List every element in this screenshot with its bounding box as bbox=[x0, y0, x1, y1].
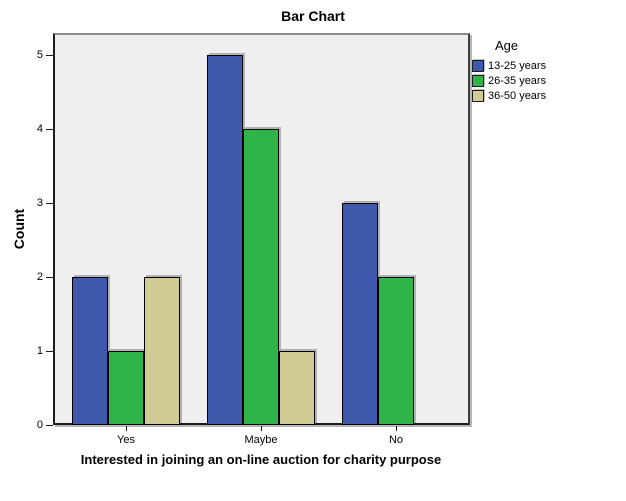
x-tick-label-yes: Yes bbox=[117, 434, 135, 446]
legend-title: Age bbox=[495, 38, 519, 53]
legend: Age 13-25 years 26-35 years 36-50 years bbox=[472, 38, 546, 105]
legend-swatch-icon bbox=[472, 75, 484, 87]
y-tick bbox=[46, 203, 53, 204]
legend-label: 36-50 years bbox=[488, 90, 547, 102]
legend-entries: 13-25 years 26-35 years 36-50 years bbox=[472, 60, 546, 102]
x-tick bbox=[261, 426, 262, 431]
y-tick-label: 1 bbox=[36, 345, 43, 357]
legend-label: 13-25 years bbox=[488, 60, 547, 72]
y-tick-label: 4 bbox=[36, 123, 43, 135]
x-axis-title: Interested in joining an on-line auction… bbox=[80, 452, 442, 467]
legend-swatch-icon bbox=[472, 90, 484, 102]
legend-entry-36-50-years: 36-50 years bbox=[472, 90, 546, 102]
x-tick bbox=[396, 426, 397, 431]
x-tick bbox=[126, 426, 127, 431]
bar-no-26-35-years bbox=[378, 277, 414, 425]
bar-no-13-25-years bbox=[342, 203, 378, 425]
y-tick-label: 5 bbox=[36, 49, 43, 61]
x-tick-label-maybe: Maybe bbox=[244, 434, 278, 446]
y-tick bbox=[46, 425, 53, 426]
y-tick bbox=[46, 351, 53, 352]
legend-swatch-icon bbox=[472, 60, 484, 72]
legend-label: 26-35 years bbox=[488, 75, 547, 87]
y-tick-label: 2 bbox=[36, 271, 43, 283]
bar-maybe-13-25-years bbox=[207, 55, 243, 425]
bar-yes-26-35-years bbox=[108, 351, 144, 425]
x-tick-label-no: No bbox=[388, 434, 404, 446]
bar-yes-13-25-years bbox=[72, 277, 108, 425]
bar-maybe-26-35-years bbox=[243, 129, 279, 425]
y-tick bbox=[46, 55, 53, 56]
legend-entry-26-35-years: 26-35 years bbox=[472, 75, 546, 87]
legend-entry-13-25-years: 13-25 years bbox=[472, 60, 546, 72]
bar-yes-36-50-years bbox=[144, 277, 180, 425]
y-axis-title: Count bbox=[11, 208, 27, 250]
y-tick bbox=[46, 129, 53, 130]
y-tick-label: 0 bbox=[36, 419, 43, 431]
chart-title: Bar Chart bbox=[281, 8, 345, 24]
y-tick-label: 3 bbox=[36, 197, 43, 209]
y-tick bbox=[46, 277, 53, 278]
bar-maybe-36-50-years bbox=[279, 351, 315, 425]
